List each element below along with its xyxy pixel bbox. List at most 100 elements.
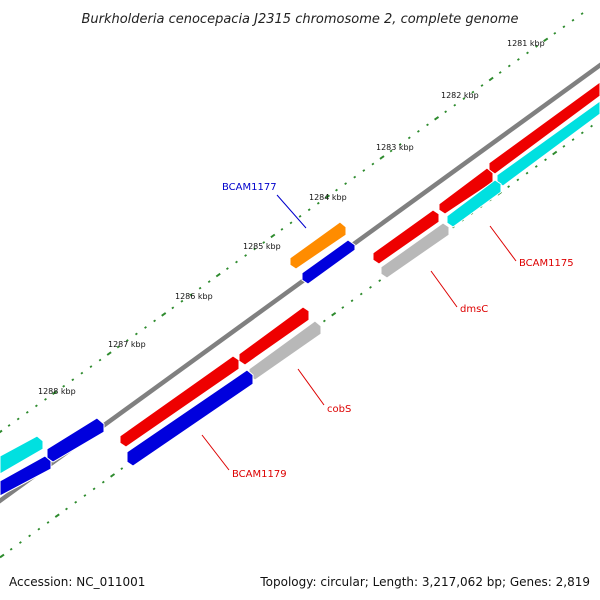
ruler-tick-58 [526,51,529,55]
genome-summary-text: Topology: circular; Length: 3,217,062 bp… [259,575,590,589]
ruler-label-1286: 1286 kbp [175,292,213,301]
gene-bcam1177[interactable] [301,239,356,285]
ruler-label-1283: 1283 kbp [376,143,414,152]
inner-tick-62 [571,138,575,141]
gene-red-lower-left[interactable] [119,355,240,448]
ruler-tick-13 [116,345,120,349]
ruler-tick-17 [153,319,157,323]
inner-tick-41 [378,279,382,283]
ruler-tick-27 [244,254,248,257]
inner-tick-58 [534,165,538,168]
gene-labels: BCAM1177 BCAM1175 dmsC cobS BCAM1179 [222,182,574,480]
inner-tick-1 [9,547,13,551]
ruler-label-1288: 1288 kbp [38,387,76,396]
ruler-tick-24 [215,272,221,278]
ruler-tick-32 [289,221,293,225]
gene-cyan-left-edge[interactable] [0,435,44,475]
ruler-tick-8 [71,378,75,382]
ruler-tick-54 [488,76,494,82]
ruler-tick-18 [161,312,167,317]
inner-tick-63 [580,131,584,135]
ruler-tick-31 [280,227,284,231]
ruler-tick-7 [62,384,66,388]
ruler-tick-44 [398,143,402,146]
inner-tick-6 [54,513,60,518]
gene-label-cobs[interactable]: cobS [327,404,351,415]
ruler-tick-35 [316,201,320,205]
ruler-tick-21 [189,293,193,297]
ruler-tick-38 [344,182,348,186]
inner-tick-39 [359,292,363,296]
connector-dmsc [430,270,458,308]
ruler-tick-42 [379,155,385,160]
ruler-tick-2 [16,417,20,421]
gene-blue-left-edge[interactable] [0,455,52,497]
inner-tick-38 [350,299,354,303]
gene-orange-bcam1177-neighbor[interactable] [289,221,347,270]
ruler-tick-9 [80,371,84,375]
ruler-tick-60 [543,37,549,43]
ruler-tick-4 [34,404,38,408]
ruler-label-1281: 1281 kbp [507,39,545,48]
ruler-labels: 1281 kbp 1282 kbp 1283 kbp 1284 kbp 1285… [38,39,545,396]
ruler-tick-20 [180,299,184,303]
ruler-tick-3 [25,410,29,414]
gene-cyan-mid-right[interactable] [446,179,502,228]
inner-tick-0 [0,553,5,559]
ruler-tick-49 [444,110,448,114]
connector-cobs [297,368,325,406]
ruler-tick-61 [553,31,557,35]
gene-label-bcam1177[interactable]: BCAM1177 [222,182,277,193]
gene-label-bcam1175[interactable]: BCAM1175 [519,258,574,269]
ruler-tick-37 [335,188,338,192]
ruler-tick-19 [171,306,175,310]
label-connectors [201,194,517,471]
gene-label-bcam1179[interactable]: BCAM1179 [232,469,287,480]
ruler-tick-36 [324,194,330,199]
ruler-label-1287: 1287 kbp [108,340,146,349]
ruler-tick-59 [535,44,539,48]
gene-bcam1179[interactable] [126,369,254,467]
ruler-label-1284: 1284 kbp [309,193,347,202]
ruler-tick-10 [89,365,93,369]
inner-tick-11 [101,480,105,484]
ruler-tick-0 [0,429,3,434]
gene-red-dmsc-left[interactable] [372,209,440,265]
inner-tick-57 [525,171,529,175]
ruler-tick-29 [262,241,266,244]
ruler-tick-55 [498,71,502,74]
inner-tick-8 [74,500,78,504]
ruler-tick-56 [507,64,511,68]
ruler-tick-6 [52,390,58,396]
gene-red-upper-right[interactable] [488,81,600,175]
gene-dmsc[interactable] [380,222,450,279]
ruler-tick-51 [462,97,466,101]
gene-track [0,81,600,497]
ruler-dots [0,12,584,434]
ruler-tick-25 [226,267,229,270]
inner-tick-13 [120,467,124,471]
inner-tick-5 [46,521,50,524]
ruler-tick-14 [125,339,129,342]
ruler-tick-11 [98,358,102,362]
inner-tick-64 [590,124,593,128]
connector-bcam1179 [201,434,230,471]
ruler-tick-57 [516,58,520,61]
ruler-tick-47 [426,123,429,127]
inner-tick-9 [83,494,87,497]
ruler-tick-63 [571,18,575,22]
map-title: Burkholderia cenocepacia J2315 chromosom… [81,12,518,27]
ruler-tick-1 [7,424,11,427]
gene-label-dmsc[interactable]: dmsC [460,304,488,315]
ruler-tick-53 [480,84,484,87]
inner-tick-60 [552,150,558,156]
ruler-tick-15 [134,332,138,336]
connector-bcam1177 [276,194,307,229]
inner-tick-55 [507,185,511,189]
ruler-tick-16 [144,326,147,329]
ruler-tick-34 [307,208,311,212]
inner-tick-2 [18,541,22,544]
ruler-tick-12 [106,351,112,356]
